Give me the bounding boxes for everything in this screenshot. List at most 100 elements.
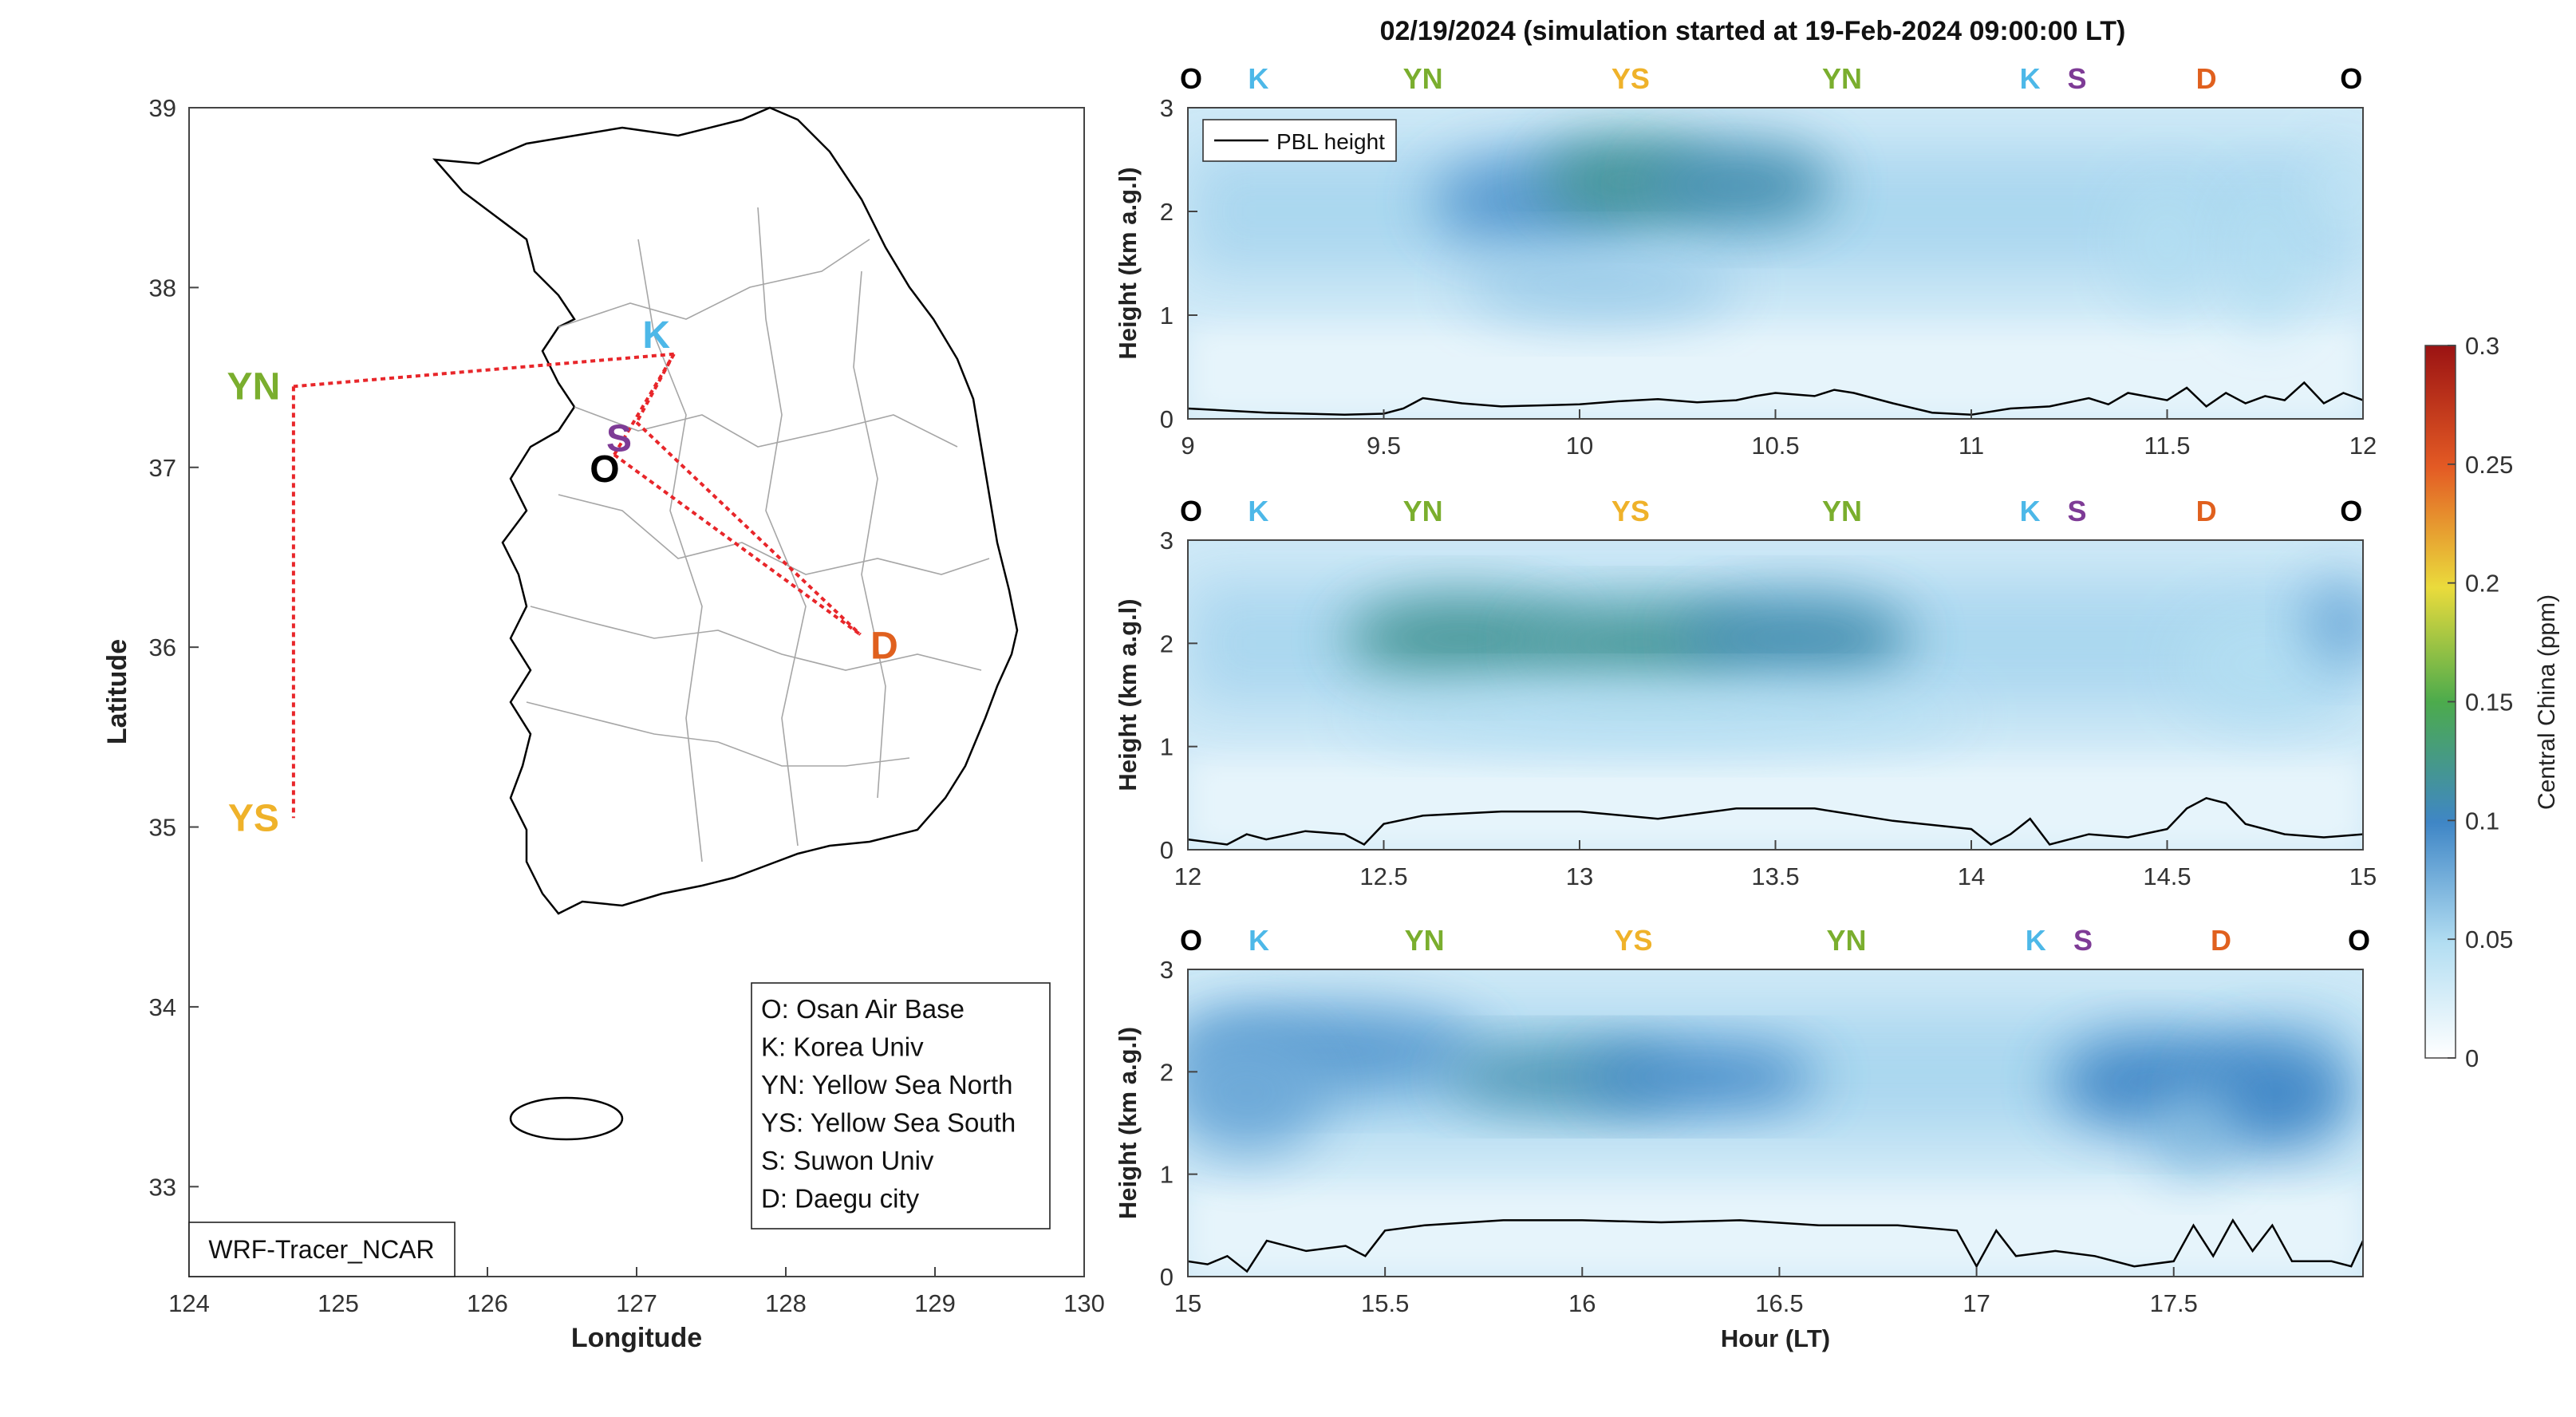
heatmap-y-tick-label: 1 <box>1160 733 1174 761</box>
site-marker-s: S <box>2073 924 2093 957</box>
heatmap-x-tick-label: 9.5 <box>1367 432 1401 460</box>
heatmap-x-tick-label: 16 <box>1568 1289 1596 1317</box>
heatmap-x-tick-label: 14.5 <box>2143 862 2191 890</box>
colorbar-tick-label: 0.3 <box>2465 332 2499 360</box>
site-marker-k: K <box>2020 62 2041 95</box>
map-site-label-o: O <box>590 448 619 491</box>
map-legend-entry: YS: Yellow Sea South <box>761 1108 1016 1138</box>
heatmap-x-tick-label: 17 <box>1963 1289 1990 1317</box>
heatmap-y-tick-label: 2 <box>1160 1058 1174 1086</box>
heatmap-x-tick-label: 17.5 <box>2150 1289 2198 1317</box>
heatmap-y-axis-label: Height (km a.g.l) <box>1114 1027 1142 1219</box>
heatmap-x-tick-label: 15.5 <box>1361 1289 1409 1317</box>
site-marker-o: O <box>1180 495 1202 527</box>
map-y-tick-label: 39 <box>149 94 176 122</box>
pbl-height-line <box>1188 381 2363 416</box>
heatmap-plume <box>2312 149 2363 232</box>
heatmap-y-tick-label: 0 <box>1160 1263 1174 1291</box>
site-marker-ys: YS <box>1611 62 1650 95</box>
heatmap-x-tick-label: 10.5 <box>1751 432 1799 460</box>
heatmap-low-layer <box>1188 326 2363 419</box>
heatmap-x-tick-label: 15 <box>1174 1289 1201 1317</box>
heatmap-plume <box>1462 247 1737 321</box>
heatmap-plume <box>1677 597 1913 680</box>
map-x-tick-label: 125 <box>318 1289 359 1317</box>
map-route-segment <box>635 420 862 636</box>
site-marker-yn: YN <box>1822 495 1862 527</box>
heatmap-axes-box <box>1187 969 2364 1277</box>
heatmap-plume <box>1344 597 1580 680</box>
site-marker-o: O <box>2340 62 2362 95</box>
site-marker-o: O <box>2348 924 2370 957</box>
map-site-label-yn: YN <box>227 365 281 408</box>
heatmap-x-tick-label: 12 <box>2349 432 2377 460</box>
heatmap-y-tick-label: 3 <box>1160 956 1174 984</box>
map-x-tick-label: 127 <box>616 1289 657 1317</box>
site-marker-k: K <box>2020 495 2041 527</box>
map-x-tick-label: 128 <box>765 1289 807 1317</box>
heatmap-plume <box>2193 1036 2352 1149</box>
heatmap-plume <box>1188 1031 1326 1154</box>
heatmap-y-tick-label: 2 <box>1160 630 1174 657</box>
site-marker-yn: YN <box>1405 924 1445 957</box>
heatmap-x-axis-label: Hour (LT) <box>1721 1324 1830 1352</box>
heatmap-x-tick-label: 15 <box>2349 862 2377 890</box>
site-marker-s: S <box>2068 62 2087 95</box>
heatmap-low-layer <box>1188 1184 2363 1277</box>
site-marker-d: D <box>2196 495 2217 527</box>
site-marker-k: K <box>1248 495 1268 527</box>
heatmap-plume <box>1582 1046 1819 1108</box>
map-route-segment <box>635 353 676 424</box>
map-y-tick-label: 36 <box>149 634 176 661</box>
map-legend: O: Osan Air Base K: Korea Univ YN: Yellow … <box>751 982 1051 1230</box>
map-y-axis-label: Latitude <box>102 639 132 744</box>
map-y-tick-label: 33 <box>149 1173 176 1201</box>
heatmap-plume <box>1344 685 1971 747</box>
colorbar-label: Central China (ppm) <box>2534 594 2560 810</box>
heatmap-x-tick-label: 13 <box>1566 862 1593 890</box>
heatmap-x-tick-label: 10 <box>1566 432 1593 460</box>
map-stamp-box <box>188 1222 456 1277</box>
heatmap-y-tick-label: 1 <box>1160 302 1174 330</box>
map-legend-entry: O: Osan Air Base <box>761 994 965 1024</box>
map-legend-entry: S: Suwon Univ <box>761 1146 934 1175</box>
map-x-tick-label: 129 <box>914 1289 956 1317</box>
map-x-tick-label: 130 <box>1063 1289 1105 1317</box>
colorbar-tick-label: 0.1 <box>2465 807 2499 835</box>
site-marker-d: D <box>2196 62 2217 95</box>
site-marker-k: K <box>1248 62 1268 95</box>
heatmap-field <box>1188 540 2363 850</box>
heatmap-field <box>1188 969 2363 1277</box>
heatmap-plume <box>2120 180 2215 305</box>
map-peninsula <box>432 106 1019 915</box>
site-marker-yn: YN <box>1822 62 1862 95</box>
heatmap-y-tick-label: 2 <box>1160 198 1174 226</box>
map-x-tick-label: 126 <box>467 1289 508 1317</box>
figure-title: 02/19/2024 (simulation started at 19-Feb… <box>1380 16 2126 46</box>
map-stamp-text: WRF-Tracer_NCAR <box>208 1235 434 1264</box>
site-marker-yn: YN <box>1826 924 1866 957</box>
map-land <box>432 106 1019 1141</box>
heatmap-x-tick-label: 16.5 <box>1755 1289 1803 1317</box>
map-site-label-ys: YS <box>228 797 279 839</box>
map-x-axis-label: Longitude <box>571 1323 702 1353</box>
pbl-legend-label: PBL height <box>1276 129 1385 154</box>
map-site-label-k: K <box>642 314 670 357</box>
site-marker-k: K <box>2026 924 2046 957</box>
heatmap-x-tick-label: 9 <box>1181 432 1194 460</box>
map-stamp: WRF-Tracer_NCAR <box>188 1222 456 1277</box>
site-marker-d: D <box>2211 924 2231 957</box>
colorbar: 0 0.05 0.1 0.15 0.2 0.25 0.3 Central China (pp… <box>2424 332 2560 1072</box>
site-marker-yn: YN <box>1403 62 1443 95</box>
map-route-segment <box>293 352 674 389</box>
heatmap-x-tick-label: 11.5 <box>2144 432 2190 460</box>
map-route-segment <box>613 453 862 636</box>
heatmap-plume <box>2304 581 2363 665</box>
site-marker-o: O <box>1180 924 1202 957</box>
colorbar-tick-label: 0 <box>2465 1044 2479 1072</box>
colorbar-tick-label: 0.15 <box>2465 689 2513 716</box>
